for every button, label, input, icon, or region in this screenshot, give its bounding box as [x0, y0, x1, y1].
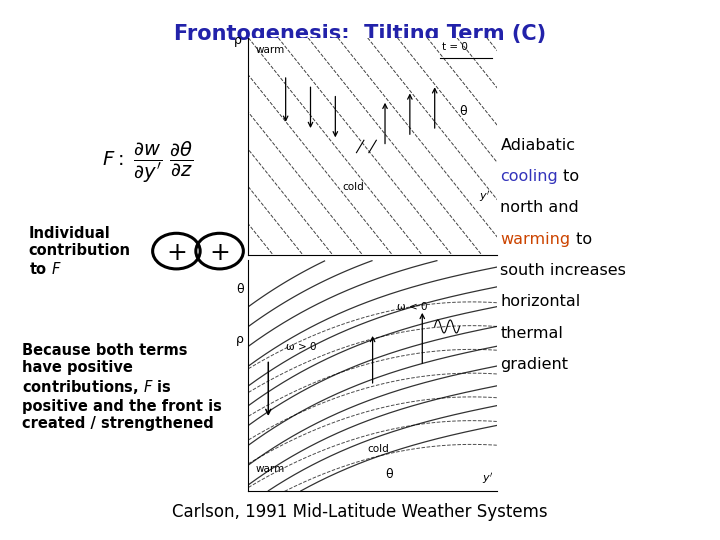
Text: θ: θ [385, 468, 392, 481]
Text: Because both terms
have positive
contributions, $F$ is
positive and the front is: Because both terms have positive contrib… [22, 343, 222, 431]
Text: horizontal: horizontal [500, 294, 580, 309]
Text: Individual
contribution
to $F$: Individual contribution to $F$ [29, 226, 131, 276]
Text: warming: warming [500, 232, 570, 247]
Text: gradient: gradient [500, 357, 568, 372]
Text: θ: θ [236, 284, 243, 296]
Text: Frontogenesis:  Tilting Term (C): Frontogenesis: Tilting Term (C) [174, 24, 546, 44]
Text: θ: θ [459, 105, 467, 118]
Text: to: to [558, 169, 580, 184]
Text: t = 0: t = 0 [442, 42, 468, 52]
Text: ρ: ρ [233, 34, 241, 47]
Text: Carlson, 1991 Mid-Latitude Weather Systems: Carlson, 1991 Mid-Latitude Weather Syste… [172, 503, 548, 521]
Text: $y'$: $y'$ [482, 471, 493, 486]
Text: $+$: $+$ [166, 241, 186, 265]
Text: cold: cold [343, 182, 364, 192]
Text: Adiabatic: Adiabatic [500, 138, 575, 153]
Text: south increases: south increases [500, 263, 626, 278]
Text: $+$: $+$ [210, 241, 230, 265]
Text: ρ: ρ [236, 333, 244, 346]
Text: warm: warm [256, 464, 285, 474]
Text: $F :\ \dfrac{\partial w}{\partial y^{\prime}}\ \dfrac{\partial \theta}{\partial : $F :\ \dfrac{\partial w}{\partial y^{\pr… [102, 139, 193, 185]
Text: cold: cold [368, 444, 390, 454]
Text: cooling: cooling [500, 169, 558, 184]
Text: $y'$: $y'$ [480, 188, 491, 204]
Text: north and: north and [500, 200, 579, 215]
Text: to: to [570, 232, 592, 247]
Text: ω < 0: ω < 0 [397, 302, 428, 312]
Text: ω > 0: ω > 0 [286, 342, 316, 352]
Text: warm: warm [256, 45, 285, 55]
Text: thermal: thermal [500, 326, 563, 341]
